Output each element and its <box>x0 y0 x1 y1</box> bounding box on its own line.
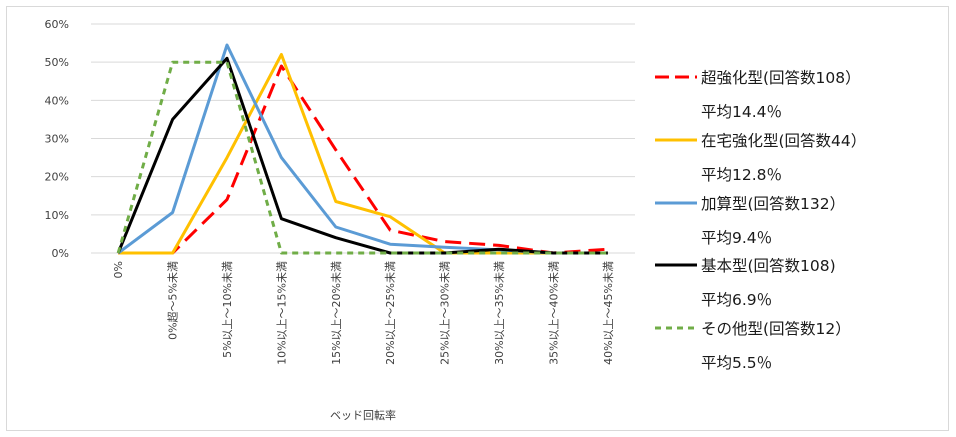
x-tick-label: 5%以上～10%未満 <box>221 261 234 358</box>
y-tick-label: 10% <box>45 209 69 222</box>
x-tick-label: 25%以上～30%未満 <box>439 261 452 365</box>
x-tick-label: 15%以上～20%未満 <box>330 261 343 365</box>
x-tick-label: 40%以上～45%未満 <box>602 261 615 365</box>
legend-series-average: 平均6.9％ <box>701 291 772 309</box>
x-tick-label: 0% <box>112 261 125 278</box>
x-tick-label: 0%超～5%未満 <box>166 261 180 340</box>
x-tick-label: 10%以上～15%未満 <box>275 261 288 365</box>
legend-series-name: 超強化型(回答数108） <box>701 69 861 87</box>
legend-series-average: 平均9.4％ <box>701 229 772 247</box>
y-tick-label: 40% <box>45 94 69 107</box>
x-axis-title: ベッド回転率 <box>330 408 396 422</box>
series-lines <box>116 43 608 255</box>
legend-series-average: 平均5.5％ <box>701 354 772 372</box>
x-tick-label: 30%以上～35%未満 <box>493 261 506 365</box>
gridlines <box>91 23 635 254</box>
y-tick-label: 20% <box>45 171 69 184</box>
line-chart: 0% 10% 20% 30% 40% 50% 60% 0% 0%超～5%未満 5%以上～10%未… <box>45 18 867 422</box>
series-line <box>116 56 608 255</box>
y-tick-label: 30% <box>45 133 69 146</box>
x-tick-label: 35%以上～40%未満 <box>547 261 560 365</box>
legend-series-average: 平均14.4％ <box>701 103 782 121</box>
legend-series-name: 加算型(回答数132） <box>701 194 845 213</box>
legend: 超強化型(回答数108） 平均14.4％ 在宅強化型(回答数44） 平均12.8％ 加算… <box>655 69 866 372</box>
y-tick-label: 0% <box>52 247 69 260</box>
legend-series-name: その他型(回答数12） <box>701 320 851 338</box>
legend-series-name: 在宅強化型(回答数44） <box>701 132 866 150</box>
series-line <box>118 64 608 255</box>
x-axis-ticks: 0% 0%超～5%未満 5%以上～10%未満 10%以上～15%未満 15%以上～20%… <box>112 261 615 365</box>
y-tick-label: 50% <box>45 56 69 69</box>
legend-series-name: 基本型(回答数108) <box>701 257 836 275</box>
y-tick-label: 60% <box>45 18 69 31</box>
series-line <box>116 60 608 255</box>
y-axis-ticks: 0% 10% 20% 30% 40% 50% 60% <box>45 18 69 260</box>
chart-frame: 0% 10% 20% 30% 40% 50% 60% 0% 0%超～5%未満 5%以上～10%未… <box>6 6 949 431</box>
x-tick-label: 20%以上～25%未満 <box>384 261 397 365</box>
legend-series-average: 平均12.8％ <box>701 166 782 184</box>
